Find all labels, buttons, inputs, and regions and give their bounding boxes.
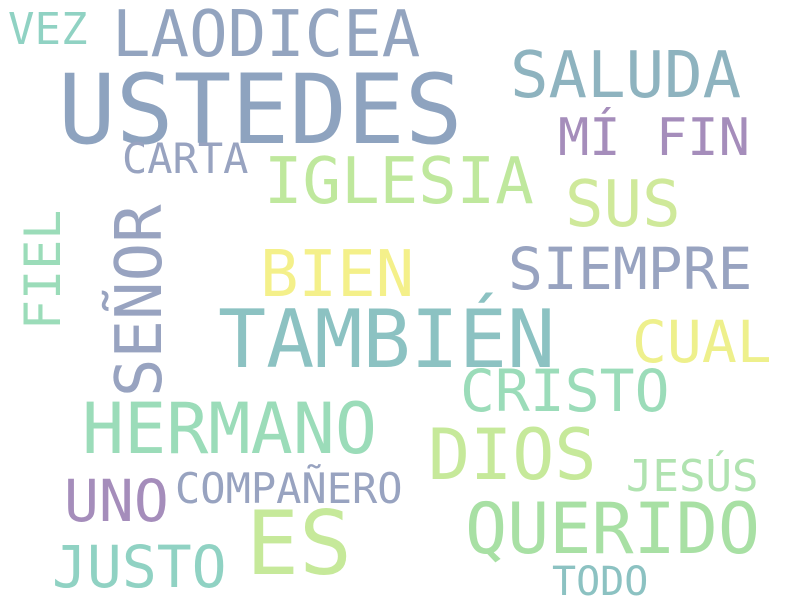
word-ustedes: USTEDES bbox=[58, 54, 463, 166]
word-tambien: TAMBIÉN bbox=[218, 293, 556, 386]
word-vez: VEZ bbox=[8, 4, 88, 55]
word-jesus: JESÚS bbox=[626, 451, 759, 502]
word-laodicea: LAODICEA bbox=[112, 0, 421, 72]
word-cual: CUAL bbox=[632, 308, 772, 376]
word-iglesia: IGLESIA bbox=[264, 145, 534, 219]
word-bien: BIEN bbox=[260, 238, 415, 312]
word-sus: SUS bbox=[565, 168, 681, 242]
word-saluda: SALUDA bbox=[510, 39, 742, 113]
word-dios: DIOS bbox=[428, 414, 597, 496]
word-fin: FIN bbox=[656, 108, 750, 168]
word-cristo: CRISTO bbox=[460, 357, 670, 425]
word-justo: JUSTO bbox=[52, 533, 227, 601]
word-uno: UNO bbox=[64, 467, 169, 535]
word-carta: CARTA bbox=[122, 134, 249, 183]
word-todo: TODO bbox=[552, 559, 649, 605]
word-es: ES bbox=[246, 492, 352, 595]
word-hermano: HERMANO bbox=[82, 388, 378, 470]
word-siempre: SIEMPRE bbox=[508, 235, 753, 303]
word-querido: QUERIDO bbox=[465, 488, 761, 570]
word-mi: MÍ bbox=[558, 108, 621, 168]
word-fiel: FIEL bbox=[14, 209, 72, 330]
word-companero: COMPAÑERO bbox=[175, 464, 403, 513]
word-senor: SEÑOR bbox=[103, 204, 177, 397]
